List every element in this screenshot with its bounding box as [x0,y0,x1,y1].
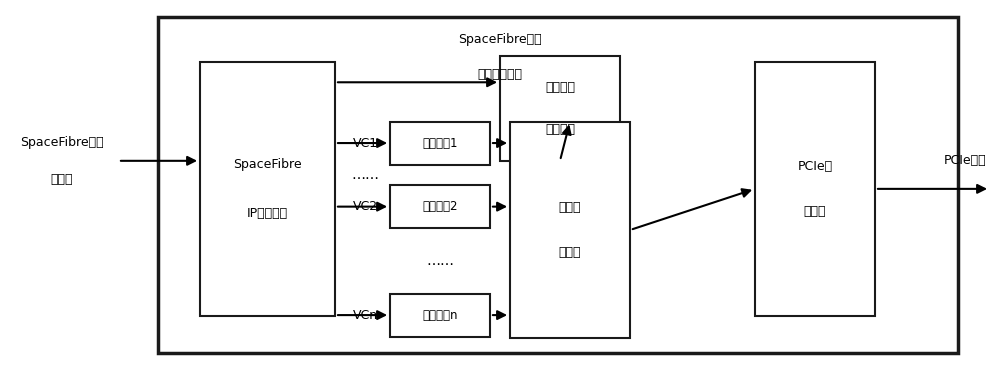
Text: VC1: VC1 [352,137,378,150]
Text: IP节点模块: IP节点模块 [247,207,288,220]
Bar [390,185,490,228]
Bar [755,62,875,316]
Text: 理模块: 理模块 [559,246,581,259]
Text: SpaceFibre链路: SpaceFibre链路 [20,136,104,148]
Text: PCIe管: PCIe管 [797,160,833,173]
Text: 广播通道: 广播通道 [545,82,575,94]
Bar [200,62,335,316]
Text: SpaceFibre网络: SpaceFibre网络 [458,33,542,46]
Text: 缓存模块1: 缓存模块1 [422,137,458,150]
Bar [390,294,490,337]
Text: VC2: VC2 [352,200,378,213]
Text: 缓存模块2: 缓存模块2 [422,200,458,213]
Text: 数据流: 数据流 [51,173,73,186]
Text: SpaceFibre: SpaceFibre [233,158,302,171]
Bar [510,122,630,338]
Text: 解析模块: 解析模块 [545,123,575,135]
Text: PCIe接口: PCIe接口 [944,154,986,167]
Text: ……: …… [351,168,379,182]
Text: 广播通道数据: 广播通道数据 [478,68,522,81]
Text: 缓存模块n: 缓存模块n [422,309,458,322]
Bar [500,56,620,161]
Text: VCn: VCn [352,309,378,322]
Bar [390,122,490,165]
Text: 核心处: 核心处 [559,201,581,214]
Text: ……: …… [426,254,454,268]
Bar [158,17,958,353]
Text: 理模块: 理模块 [804,205,826,218]
